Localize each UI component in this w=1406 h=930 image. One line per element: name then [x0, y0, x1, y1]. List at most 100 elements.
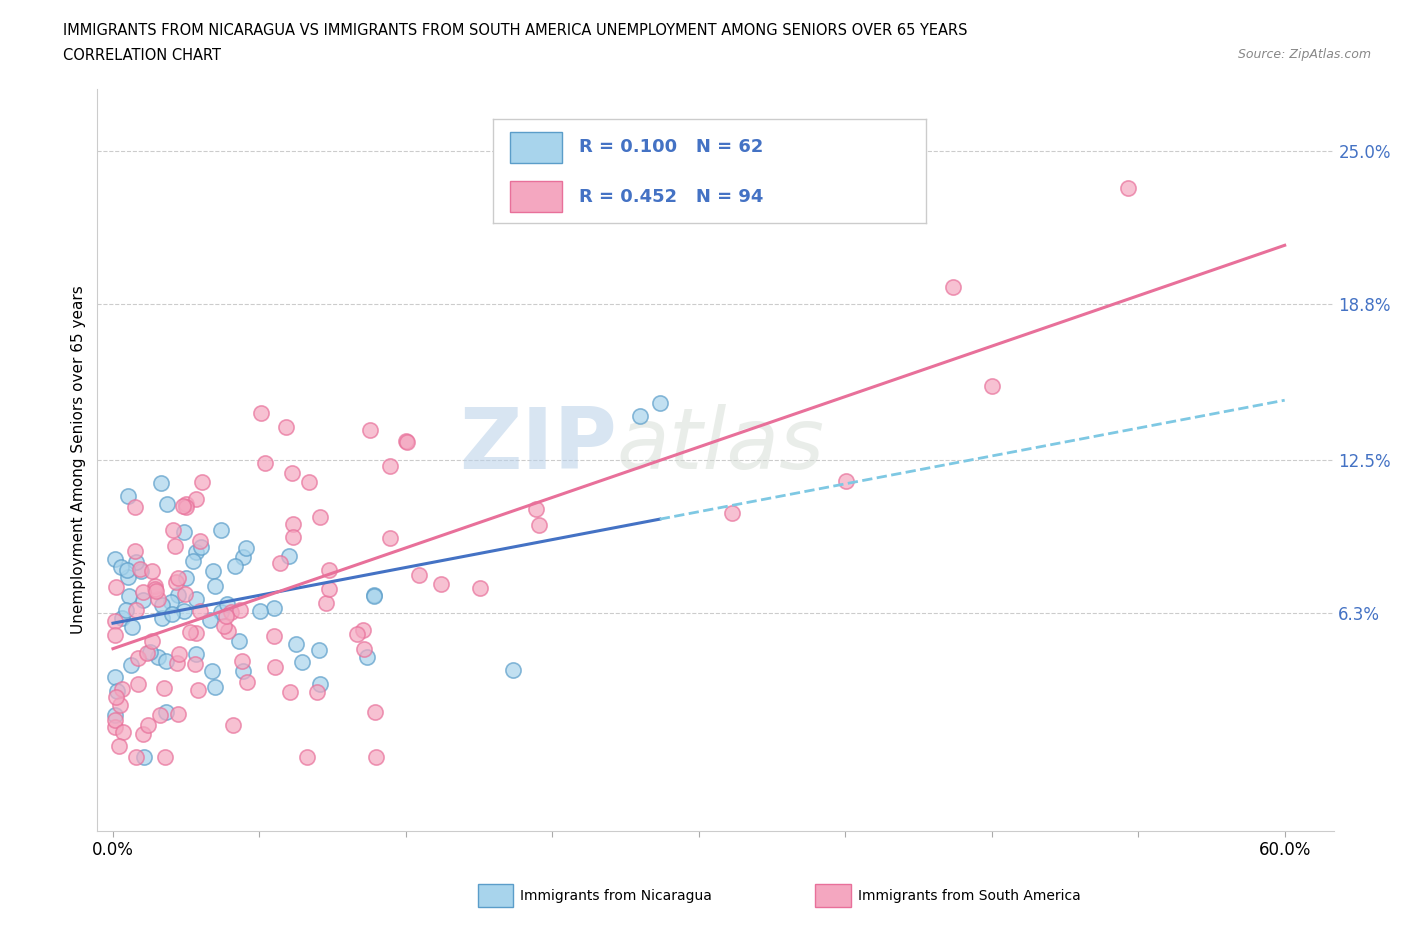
Point [143, 578, 166, 593]
Point [249, 604, 271, 618]
Point [209, 605, 232, 620]
Point [105, 684, 128, 698]
Point [254, 456, 277, 471]
Point [942, 280, 965, 295]
Point [139, 644, 162, 659]
Point [121, 619, 143, 634]
Point [150, 597, 173, 612]
Point [318, 562, 340, 577]
Point [143, 582, 166, 597]
Point [111, 724, 134, 739]
Point [228, 633, 250, 648]
Point [648, 396, 671, 411]
Point [235, 674, 257, 689]
Point [395, 433, 418, 448]
Point [429, 577, 451, 591]
Point [117, 563, 139, 578]
Point [150, 610, 173, 625]
Point [204, 680, 226, 695]
Point [308, 643, 330, 658]
Point [155, 705, 177, 720]
Point [263, 629, 285, 644]
Point [124, 543, 146, 558]
Point [346, 627, 368, 642]
Point [172, 498, 194, 513]
Point [980, 379, 1002, 393]
Point [222, 717, 245, 732]
Point [141, 634, 163, 649]
Point [125, 555, 148, 570]
Point [215, 609, 238, 624]
Point [188, 533, 211, 548]
Point [721, 505, 744, 520]
Point [378, 458, 401, 473]
Point [148, 649, 170, 664]
Point [318, 582, 340, 597]
Point [187, 683, 209, 698]
Point [184, 544, 207, 559]
Point [176, 571, 198, 586]
Point [221, 604, 243, 619]
Point [212, 618, 235, 633]
Point [173, 525, 195, 539]
Point [107, 738, 129, 753]
Point [117, 488, 139, 503]
Point [111, 611, 134, 626]
Point [127, 676, 149, 691]
Point [104, 551, 127, 566]
Point [297, 750, 319, 764]
Point [141, 564, 163, 578]
Point [224, 559, 246, 574]
Point [191, 474, 214, 489]
Point [1118, 180, 1140, 195]
Point [105, 689, 128, 704]
Text: Immigrants from Nicaragua: Immigrants from Nicaragua [520, 888, 711, 903]
Point [117, 569, 139, 584]
Point [179, 624, 201, 639]
Point [146, 591, 169, 606]
Point [104, 614, 127, 629]
Point [184, 491, 207, 506]
Point [204, 578, 226, 593]
Point [136, 645, 159, 660]
Point [145, 584, 167, 599]
Text: atlas: atlas [617, 404, 824, 486]
Point [104, 579, 127, 594]
Point [104, 719, 127, 734]
Point [132, 726, 155, 741]
Point [124, 750, 146, 764]
Point [309, 677, 332, 692]
Point [232, 550, 254, 565]
Point [129, 564, 152, 578]
Point [128, 561, 150, 576]
Point [278, 684, 301, 699]
Point [110, 560, 132, 575]
Point [163, 538, 186, 553]
Point [278, 549, 301, 564]
Point [167, 707, 190, 722]
Point [298, 474, 321, 489]
Point [231, 654, 253, 669]
Point [160, 606, 183, 621]
Point [353, 642, 375, 657]
Point [378, 530, 401, 545]
Point [136, 718, 159, 733]
Point [364, 704, 387, 719]
Point [835, 474, 858, 489]
Point [153, 750, 176, 764]
Point [127, 651, 149, 666]
Point [269, 555, 291, 570]
Point [131, 584, 153, 599]
Point [132, 750, 155, 764]
Point [167, 571, 190, 586]
Point [149, 708, 172, 723]
Point [356, 649, 378, 664]
Point [174, 587, 197, 602]
Point [395, 435, 418, 450]
Point [408, 568, 430, 583]
Text: IMMIGRANTS FROM NICARAGUA VS IMMIGRANTS FROM SOUTH AMERICA UNEMPLOYMENT AMONG SE: IMMIGRANTS FROM NICARAGUA VS IMMIGRANTS … [63, 23, 967, 38]
Point [315, 595, 337, 610]
Point [264, 659, 287, 674]
Point [201, 664, 224, 679]
Text: ZIP: ZIP [458, 404, 617, 486]
